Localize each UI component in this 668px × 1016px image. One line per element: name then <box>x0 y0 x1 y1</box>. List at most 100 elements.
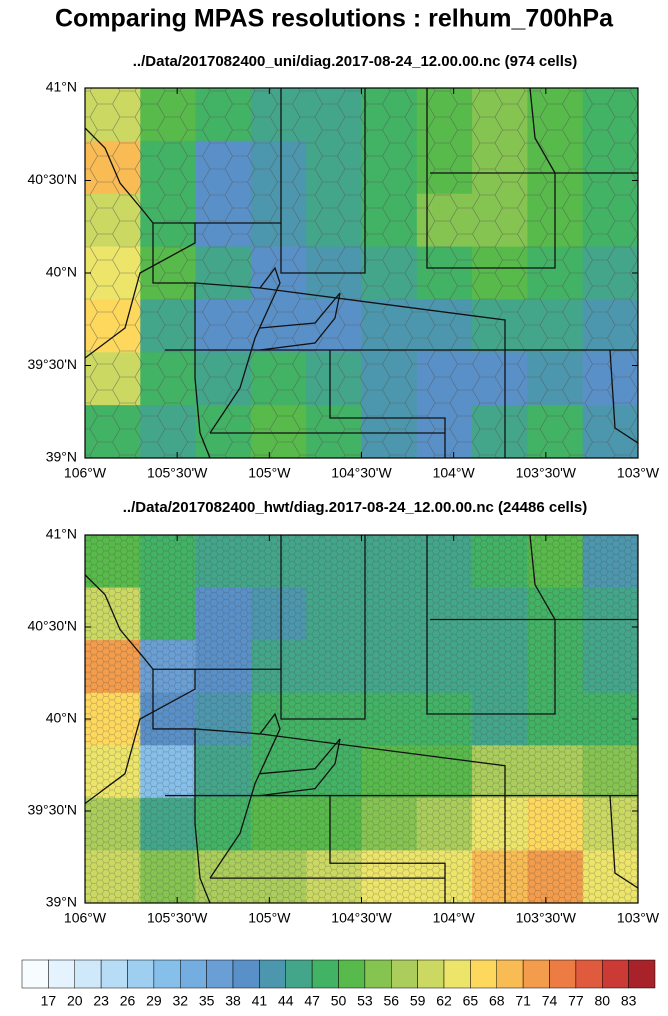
boundary-line <box>529 88 556 174</box>
x-tick-label: 106°W <box>64 465 107 481</box>
colorbar-box <box>443 959 471 989</box>
x-tick-label: 106°W <box>64 910 107 926</box>
colorbar-box <box>338 959 366 989</box>
subtitle: ../Data/2017082400_hwt/diag.2017-08-24_1… <box>123 499 587 516</box>
y-tick-label: 40°N <box>46 710 77 726</box>
boundary-line <box>280 88 366 274</box>
colorbar-label: 50 <box>331 993 347 1009</box>
boundary-line <box>209 712 281 879</box>
boundary-line <box>426 535 638 715</box>
boundary-line <box>195 535 282 670</box>
colorbar-box <box>417 959 445 989</box>
colorbar-label: 80 <box>594 993 610 1009</box>
colorbar-box <box>74 959 102 989</box>
map-panel: 106°W 105°30'W 105°W 104°30'W 104°W 103°30'W 1… <box>27 79 659 481</box>
x-tick-label: 103°30'W <box>516 910 577 926</box>
boundary-line <box>152 669 211 903</box>
field <box>85 88 638 458</box>
colorbar-label: 26 <box>120 993 136 1009</box>
colorbar-box <box>232 959 260 989</box>
colorbar-box <box>470 959 497 989</box>
colorbar-box <box>285 959 313 989</box>
colorbar-label: 74 <box>542 993 558 1009</box>
x-tick-label: 103°W <box>617 465 660 481</box>
colorbar-label: 29 <box>146 993 162 1009</box>
boundary-line <box>280 535 366 720</box>
boundaries <box>85 88 638 458</box>
colorbar-label: 47 <box>304 993 320 1009</box>
boundary-line <box>609 795 638 889</box>
colorbar-label: 71 <box>515 993 531 1009</box>
colorbar-label: 44 <box>278 993 294 1009</box>
boundary-line <box>85 574 196 805</box>
colorbar-label: 38 <box>225 993 241 1009</box>
x-tick-label: 105°W <box>248 465 291 481</box>
colorbar-box <box>602 959 629 989</box>
colorbar-label: 41 <box>252 993 268 1009</box>
colorbar-box <box>628 959 656 989</box>
boundary-line <box>259 738 341 797</box>
boundary-line <box>209 266 281 434</box>
boundary-line <box>426 88 638 269</box>
colorbar-box <box>391 959 418 989</box>
colorbar-box <box>364 959 392 989</box>
colorbar-box <box>127 959 155 989</box>
colorbar-label: 35 <box>199 993 215 1009</box>
x-tick-label: 104°30'W <box>331 910 392 926</box>
x-tick-label: 104°30'W <box>331 465 392 481</box>
colorbar-box <box>496 959 524 989</box>
boundary-line <box>329 350 446 458</box>
x-tick-label: 103°30'W <box>516 465 577 481</box>
colorbar-box <box>575 959 603 989</box>
y-tick-label: 39°N <box>46 449 77 465</box>
colorbar-label: 59 <box>410 993 426 1009</box>
title: Comparing MPAS resolutions : relhum_700h… <box>55 5 614 33</box>
colorbar-box <box>311 959 339 989</box>
colorbar-label: 56 <box>383 993 399 1009</box>
x-tick-label: 104°W <box>433 910 476 926</box>
colorbar-box <box>549 959 577 989</box>
map-panel: 106°W 105°30'W 105°W 104°30'W 104°W 103°30'W 1… <box>27 526 659 926</box>
x-tick-label: 105°30'W <box>147 465 208 481</box>
colorbar-box <box>259 959 286 989</box>
colorbar-label: 77 <box>568 993 584 1009</box>
colorbar-label: 65 <box>463 993 479 1009</box>
y-tick-label: 40°N <box>46 264 77 280</box>
colorbar: 17 20 23 26 29 32 35 38 41 44 47 50 53 56 59 62 65 68 71 74… <box>21 959 656 1009</box>
y-tick-label: 40°30'N <box>27 618 77 634</box>
colorbar-box <box>100 959 128 989</box>
colorbar-label: 32 <box>172 993 188 1009</box>
colorbar-label: 62 <box>436 993 452 1009</box>
colorbar-box <box>206 959 234 989</box>
y-tick-label: 39°N <box>46 894 77 910</box>
boundary-line <box>609 349 638 444</box>
colorbar-label: 53 <box>357 993 373 1009</box>
boundaries <box>85 535 638 903</box>
colorbar-box <box>21 959 49 989</box>
colorbar-label: 20 <box>67 993 83 1009</box>
colorbar-label: 68 <box>489 993 505 1009</box>
boundary-line <box>194 728 506 903</box>
y-tick-label: 41°N <box>46 79 77 95</box>
y-tick-label: 39°30'N <box>27 356 77 372</box>
boundary-line <box>529 535 556 620</box>
boundary-line <box>85 127 196 359</box>
y-tick-label: 40°30'N <box>27 171 77 187</box>
boundary-line <box>329 795 446 903</box>
x-tick-label: 105°W <box>248 910 291 926</box>
x-tick-label: 103°W <box>617 910 660 926</box>
colorbar-box <box>522 959 550 989</box>
field <box>85 535 638 903</box>
colorbar-box <box>153 959 181 989</box>
colorbar-label: 83 <box>621 993 637 1009</box>
boundary-line <box>152 223 211 458</box>
colorbar-label: 17 <box>41 993 57 1009</box>
colorbar-box <box>180 959 207 989</box>
x-tick-label: 104°W <box>433 465 476 481</box>
boundary-line <box>259 292 341 351</box>
subtitle: ../Data/2017082400_uni/diag.2017-08-24_1… <box>133 53 577 70</box>
colorbar-label: 23 <box>93 993 109 1009</box>
boundary-line <box>194 282 506 458</box>
y-tick-label: 41°N <box>46 526 77 542</box>
